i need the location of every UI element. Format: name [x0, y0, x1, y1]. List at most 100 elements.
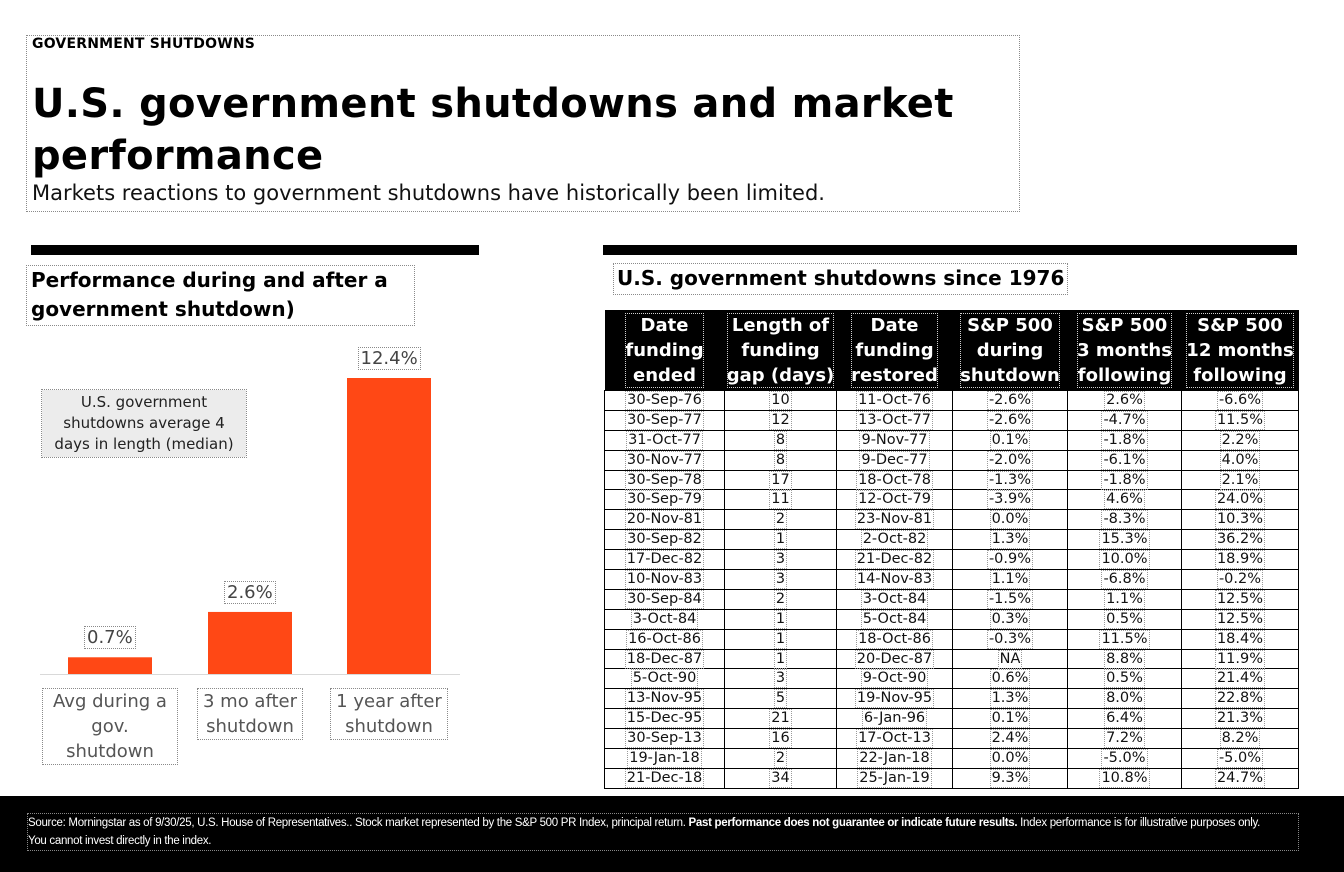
table-cell: 34 — [724, 767, 837, 789]
table-cell-text: 16 — [769, 729, 792, 749]
table-cell: 0.5% — [1067, 668, 1182, 690]
table-cell-text: 22-Jan-18 — [857, 748, 932, 768]
table-cell: -1.8% — [1067, 429, 1182, 451]
table-cell-text: 10-Nov-83 — [624, 569, 705, 589]
table-cell: 23-Nov-81 — [836, 509, 953, 531]
table-cell: -1.5% — [952, 588, 1068, 610]
table-cell-text: 11.5% — [1099, 629, 1150, 649]
table-cell: 2.4% — [952, 728, 1068, 750]
table-cell: 12.5% — [1181, 588, 1299, 610]
table-row: 3-Oct-84 1 5-Oct-84 0.3% 0.5% 12.5% — [604, 608, 1299, 630]
table-cell-text: -0.9% — [986, 550, 1034, 570]
table-cell-text: -2.0% — [986, 450, 1034, 470]
table-header-text: ended — [633, 365, 696, 386]
table-cell-text: 15.3% — [1099, 530, 1150, 550]
bar-value-label: 0.7% — [84, 626, 136, 650]
table-cell-text: 30-Sep-13 — [625, 729, 704, 749]
table-cell: 8 — [724, 429, 837, 451]
table-row: 10-Nov-83 3 14-Nov-83 1.1% -6.8% -0.2% — [604, 569, 1299, 590]
table-cell: 3 — [724, 668, 837, 690]
table-cell-text: 18.4% — [1214, 629, 1266, 649]
footer-note-2: You cannot invest directly in the index. — [28, 835, 212, 847]
table-row: 30-Sep-78 17 18-Oct-78 -1.3% -1.8% 2.1% — [604, 469, 1299, 491]
table-cell-text: 1.1% — [1104, 589, 1145, 609]
table-cell-text: 17 — [769, 470, 792, 490]
table-cell: 1.3% — [952, 529, 1068, 551]
table-cell-text: 14-Nov-83 — [854, 569, 935, 589]
table-cell-text: 8 — [773, 430, 788, 450]
table-cell: 0.0% — [952, 748, 1068, 769]
category-label: Avg during a gov. shutdown — [42, 688, 178, 765]
table-cell: 18-Oct-78 — [836, 469, 953, 491]
table-cell: 18.4% — [1181, 628, 1299, 650]
table-header-cell: S&P 500 during shutdown — [952, 310, 1068, 391]
table-cell-text: 10 — [769, 390, 792, 410]
table-header-row: Date funding ended Length of funding gap (day… — [604, 310, 1299, 391]
table-cell: 16 — [724, 728, 837, 750]
table-cell: 30-Sep-76 — [604, 390, 725, 411]
table-cell: 0.3% — [952, 608, 1068, 630]
table-row: 15-Dec-95 21 6-Jan-96 0.1% 6.4% 21.3% — [604, 708, 1299, 730]
table-cell: -0.2% — [1181, 569, 1299, 590]
table-header-text: 12 months — [1186, 340, 1294, 361]
footer-note: Index performance is for illustrative pu… — [1017, 817, 1261, 829]
table-row: 30-Sep-77 12 13-Oct-77 -2.6% -4.7% 11.5% — [604, 409, 1299, 431]
table-cell: 1 — [724, 529, 837, 551]
eyebrow-label: GOVERNMENT SHUTDOWNS — [32, 36, 256, 52]
table-row: 30-Sep-76 10 11-Oct-76 -2.6% 2.6% -6.6% — [604, 390, 1299, 411]
table-cell: 9-Dec-77 — [836, 449, 953, 471]
table-cell: 12 — [724, 409, 837, 431]
table-cell-text: 2.1% — [1219, 470, 1261, 490]
table-cell-text: 1 — [773, 649, 788, 669]
table-cell-text: 1 — [773, 629, 788, 649]
table-header-cell: Length of funding gap (days) — [724, 310, 837, 391]
bar-chart: U.S. government shutdowns average 4 days… — [30, 340, 470, 770]
table-cell: 21 — [724, 708, 837, 730]
table-header-text: Date — [640, 315, 689, 336]
table-cell-text: 1.3% — [989, 530, 1031, 550]
table-cell-text: 25-Jan-19 — [857, 768, 932, 788]
table-cell: 10.8% — [1067, 767, 1182, 789]
table-cell: 10 — [724, 390, 837, 411]
category-label-line: shutdown — [206, 716, 294, 737]
table-header-text: Date — [870, 315, 919, 336]
table-cell-text: 7.2% — [1104, 729, 1145, 749]
table-cell-text: 22.8% — [1214, 689, 1266, 709]
table-cell: 0.1% — [952, 708, 1068, 730]
table-cell: 8.0% — [1067, 688, 1182, 710]
table-cell: 30-Sep-79 — [604, 489, 725, 511]
table-cell-text: 8.2% — [1219, 729, 1261, 749]
table-header-cell: Date funding ended — [604, 310, 725, 391]
table-cell-text: 15-Dec-95 — [624, 709, 705, 729]
table-cell: 8.2% — [1181, 728, 1299, 750]
table-cell: 6-Jan-96 — [836, 708, 953, 730]
table-cell: 3-Oct-84 — [604, 608, 725, 630]
table-cell-text: -6.6% — [1216, 390, 1264, 410]
category-label-line: 1 year after — [336, 691, 442, 712]
table-cell-text: 21-Dec-82 — [854, 550, 935, 570]
table-cell-text: -0.2% — [1216, 569, 1264, 589]
table-cell-text: 10.0% — [1099, 550, 1150, 570]
table-header-text: S&P 500 — [967, 315, 1053, 336]
table-cell: 5-Oct-84 — [836, 608, 953, 630]
table-header-text: following — [1077, 365, 1172, 386]
table-cell: -0.3% — [952, 628, 1068, 650]
table-row: 16-Oct-86 1 18-Oct-86 -0.3% 11.5% 18.4% — [604, 628, 1299, 650]
table-cell-text: -8.3% — [1101, 510, 1148, 530]
table-cell-text: 12.5% — [1214, 609, 1266, 629]
table-cell-text: 12-Oct-79 — [856, 490, 933, 510]
table-cell: 1 — [724, 628, 837, 650]
table-cell-text: 5-Oct-84 — [860, 609, 929, 629]
table-row: 13-Nov-95 5 19-Nov-95 1.3% 8.0% 22.8% — [604, 688, 1299, 710]
table-cell-text: 2-Oct-82 — [860, 530, 929, 550]
table-cell: 3-Oct-84 — [836, 588, 953, 610]
table-cell-text: 0.5% — [1104, 609, 1145, 629]
table-cell-text: 9-Dec-77 — [859, 450, 930, 470]
table-cell: 19-Jan-18 — [604, 748, 725, 769]
table-cell-text: 21-Dec-18 — [624, 768, 705, 788]
table-cell-text: 30-Nov-77 — [624, 450, 705, 470]
table-cell: 31-Oct-77 — [604, 429, 725, 451]
table-cell-text: 21 — [769, 709, 792, 729]
table-header-cell: S&P 500 12 months following — [1181, 310, 1299, 391]
header: GOVERNMENT SHUTDOWNS U.S. government shu… — [26, 35, 1020, 212]
